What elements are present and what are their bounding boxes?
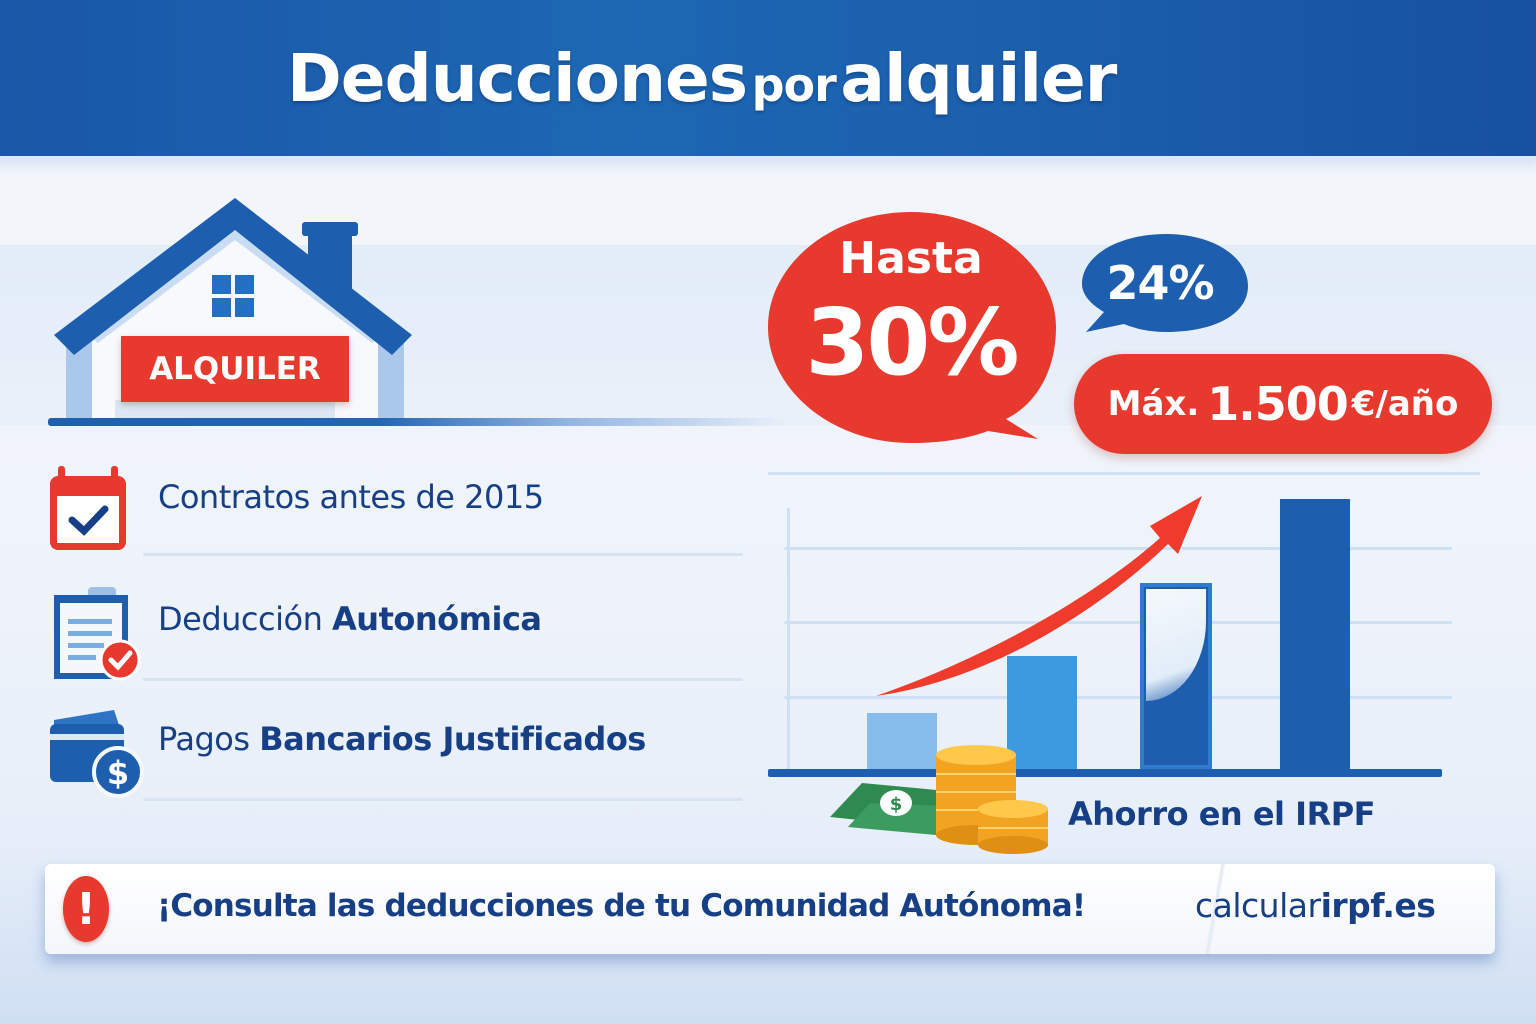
wallet-dollar-icon: $ xyxy=(50,710,144,798)
bubble-24-percent: 24% xyxy=(1070,228,1250,338)
svg-text:$: $ xyxy=(107,754,129,792)
list-item-contratos: Contratos antes de 2015 xyxy=(48,460,748,560)
max-amount-pill: Máx. 1.500 €/año xyxy=(1074,354,1492,454)
list-item-pagos: $ Pagos Bancarios Justificados xyxy=(48,708,748,808)
gridline xyxy=(784,621,1452,624)
title-word-alquiler: alquiler xyxy=(840,40,1117,117)
gridline xyxy=(784,547,1452,550)
site-bold: irpf.es xyxy=(1320,886,1436,925)
max-amount: 1.500 xyxy=(1207,377,1349,431)
speech-bubble-icon xyxy=(1082,234,1248,332)
y-axis xyxy=(787,508,790,770)
house-icon xyxy=(40,190,450,440)
calendar-check-icon xyxy=(50,466,126,550)
trend-arrow-icon xyxy=(876,496,1202,696)
list-item-autonomica: Deducción Autonómica xyxy=(48,585,748,685)
ground-line xyxy=(48,418,788,426)
site-link[interactable]: calcularirpf.es xyxy=(1195,886,1436,925)
exclamation-icon: ! xyxy=(63,876,109,942)
bubble-hasta-label: Hasta xyxy=(839,233,983,284)
money-coins-icon: $ xyxy=(830,745,1048,854)
max-suffix: €/año xyxy=(1351,384,1459,424)
bubble-hasta-30: Hasta 30% xyxy=(766,207,1066,447)
bar-2 xyxy=(1007,656,1077,769)
divider xyxy=(143,798,743,801)
gridline xyxy=(768,472,1480,475)
title-word-deducciones: Deducciones xyxy=(287,40,748,117)
list-text-deduccion: Deducción xyxy=(158,600,333,638)
chart-label: Ahorro en el IRPF xyxy=(1068,795,1376,833)
bubble-30-percent: 30% xyxy=(805,289,1019,396)
svg-text:$: $ xyxy=(890,794,903,815)
page-title: Deducciones por alquiler xyxy=(287,40,1117,117)
list-text-contratos: Contratos antes de 2015 xyxy=(158,478,544,516)
speech-bubble-icon xyxy=(768,212,1056,443)
alquiler-sign: ALQUILER xyxy=(121,336,349,402)
divider xyxy=(143,553,743,556)
banner-message: ¡Consulta las deducciones de tu Comunida… xyxy=(157,888,1086,924)
x-axis xyxy=(768,769,1442,777)
banner-divider xyxy=(1195,864,1235,954)
footer-banner: ! ¡Consulta las deducciones de tu Comuni… xyxy=(45,864,1495,954)
gridline xyxy=(784,696,1452,699)
title-word-por: por xyxy=(751,58,837,112)
divider xyxy=(143,678,743,681)
bar-4 xyxy=(1280,499,1350,769)
bar-3 xyxy=(1140,583,1212,769)
header-banner: Deducciones por alquiler xyxy=(0,0,1536,156)
site-prefix: calcular xyxy=(1195,886,1321,925)
savings-bar-chart: $ Ahorro en el IRPF xyxy=(760,460,1500,860)
list-text-pagos: Pagos xyxy=(158,720,260,758)
document-check-icon xyxy=(54,587,141,681)
list-text-bancarios: Bancarios Justificados xyxy=(259,720,646,758)
bubble-24-label: 24% xyxy=(1106,256,1214,310)
list-text-autonomica: Autonómica xyxy=(332,600,542,638)
bar-1 xyxy=(867,713,937,769)
max-prefix: Máx. xyxy=(1107,384,1200,424)
header-glow xyxy=(0,156,1536,176)
